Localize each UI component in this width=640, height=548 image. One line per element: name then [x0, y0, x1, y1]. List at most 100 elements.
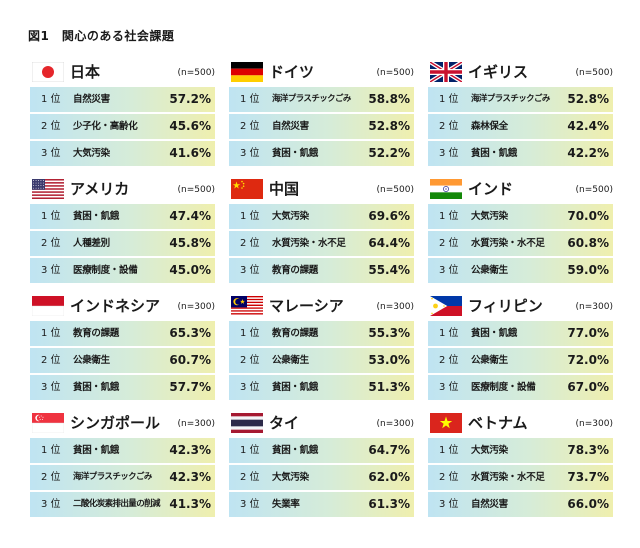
percentage-value: 45.8%	[169, 236, 211, 250]
rank-row: 1 位 貧困・飢餓 47.4%	[30, 204, 215, 229]
percentage-value: 61.3%	[368, 497, 410, 511]
percentage-value: 77.0%	[567, 326, 609, 340]
country-panel: ドイツ (n=500) 1 位 海洋プラスチックごみ 58.8% 2 位 自然災害 52.8%…	[229, 57, 414, 167]
germany-flag-icon	[231, 62, 263, 82]
country-name: フィリピン	[468, 297, 543, 315]
rank-row: 2 位 水質汚染・水不足 64.4%	[229, 231, 414, 256]
country-header: 中国 (n=500)	[229, 174, 414, 204]
country-header: インド (n=500)	[428, 174, 613, 204]
rank-label: 1 位	[41, 211, 61, 222]
issue-label: 教育の課題	[73, 328, 120, 339]
rank-row: 2 位 少子化・高齢化 45.6%	[30, 114, 215, 139]
usa-flag-icon	[32, 179, 64, 199]
issue-label: 自然災害	[272, 121, 309, 132]
issue-label: 自然災害	[471, 499, 508, 510]
percentage-value: 69.6%	[368, 209, 410, 223]
percentage-value: 66.0%	[567, 497, 609, 511]
percentage-value: 67.0%	[567, 380, 609, 394]
rank-label: 1 位	[240, 94, 260, 105]
rank-row: 2 位 森林保全 42.4%	[428, 114, 613, 139]
issue-label: 貧困・飢餓	[272, 148, 319, 159]
rank-row: 1 位 自然災害 57.2%	[30, 87, 215, 112]
singapore-flag-icon	[32, 413, 64, 433]
issue-label: 失業率	[272, 499, 300, 510]
rank-label: 2 位	[240, 472, 260, 483]
sample-size: (n=500)	[376, 185, 414, 195]
issue-label: 水質汚染・水不足	[471, 472, 545, 483]
percentage-value: 42.4%	[567, 119, 609, 133]
issue-label: 海洋プラスチックごみ	[272, 94, 351, 104]
country-header: イギリス (n=500)	[428, 57, 613, 87]
rank-row: 1 位 貧困・飢餓 77.0%	[428, 321, 613, 346]
percentage-value: 42.2%	[567, 146, 609, 160]
country-name: マレーシア	[269, 297, 344, 315]
rank-label: 3 位	[41, 499, 61, 510]
issue-label: 自然災害	[73, 94, 110, 105]
japan-flag-icon	[32, 62, 64, 82]
rank-label: 2 位	[41, 121, 61, 132]
issue-label: 海洋プラスチックごみ	[471, 94, 550, 104]
country-name: 日本	[70, 63, 101, 81]
issue-label: 大気汚染	[73, 148, 110, 159]
rank-row: 3 位 教育の課題 55.4%	[229, 258, 414, 283]
issue-label: 貧困・飢餓	[73, 211, 120, 222]
country-panel: フィリピン (n=300) 1 位 貧困・飢餓 77.0% 2 位 公衆衛生 72.0% 3 位…	[428, 291, 613, 401]
figure-title: 図1 関心のある社会課題	[28, 29, 175, 43]
rank-row: 1 位 教育の課題 55.3%	[229, 321, 414, 346]
rank-label: 2 位	[240, 121, 260, 132]
sample-size: (n=300)	[575, 419, 613, 429]
issue-label: 貧困・飢餓	[272, 382, 319, 393]
country-panel: 中国 (n=500) 1 位 大気汚染 69.6% 2 位 水質汚染・水不足 64.4% 3 位…	[229, 174, 414, 284]
sample-size: (n=500)	[575, 68, 613, 78]
country-name: アメリカ	[70, 180, 130, 198]
percentage-value: 45.0%	[169, 263, 211, 277]
sample-size: (n=300)	[575, 302, 613, 312]
rank-row: 3 位 自然災害 66.0%	[428, 492, 613, 517]
rank-row: 1 位 大気汚染 69.6%	[229, 204, 414, 229]
issue-label: 水質汚染・水不足	[272, 238, 346, 249]
rank-row: 3 位 失業率 61.3%	[229, 492, 414, 517]
rank-label: 3 位	[439, 148, 459, 159]
sample-size: (n=300)	[177, 419, 215, 429]
percentage-value: 55.3%	[368, 326, 410, 340]
issue-label: 水質汚染・水不足	[471, 238, 545, 249]
percentage-value: 57.7%	[169, 380, 211, 394]
percentage-value: 73.7%	[567, 470, 609, 484]
rank-row: 1 位 海洋プラスチックごみ 58.8%	[229, 87, 414, 112]
rank-label: 3 位	[240, 148, 260, 159]
issue-label: 公衆衛生	[272, 355, 309, 366]
country-name: インド	[468, 180, 514, 198]
rank-row: 2 位 水質汚染・水不足 73.7%	[428, 465, 613, 490]
rank-label: 1 位	[41, 445, 61, 456]
issue-label: 貧困・飢餓	[272, 445, 319, 456]
percentage-value: 59.0%	[567, 263, 609, 277]
sample-size: (n=500)	[177, 68, 215, 78]
sample-size: (n=500)	[575, 185, 613, 195]
country-panel: アメリカ (n=500) 1 位 貧困・飢餓 47.4% 2 位 人種差別 45.8% 3 位 医…	[30, 174, 215, 284]
country-name: インドネシア	[70, 297, 161, 315]
country-name: ドイツ	[269, 63, 315, 81]
country-header: シンガポール (n=300)	[30, 408, 215, 438]
sample-size: (n=300)	[376, 302, 414, 312]
percentage-value: 62.0%	[368, 470, 410, 484]
rank-row: 3 位 医療制度・設備 45.0%	[30, 258, 215, 283]
percentage-value: 42.3%	[169, 470, 211, 484]
country-name: タイ	[269, 414, 300, 432]
percentage-value: 64.7%	[368, 443, 410, 457]
rank-label: 2 位	[41, 355, 61, 366]
country-header: 日本 (n=500)	[30, 57, 215, 87]
rank-label: 2 位	[240, 355, 260, 366]
percentage-value: 64.4%	[368, 236, 410, 250]
percentage-value: 42.3%	[169, 443, 211, 457]
rank-row: 3 位 大気汚染 41.6%	[30, 141, 215, 166]
rank-label: 1 位	[41, 328, 61, 339]
country-panel: イギリス (n=500) 1 位 海洋プラスチックごみ 52.8% 2 位 森林保全 42.4…	[428, 57, 613, 167]
issue-label: 人種差別	[73, 238, 110, 249]
rank-label: 3 位	[439, 382, 459, 393]
issue-label: 大気汚染	[272, 211, 309, 222]
percentage-value: 52.2%	[368, 146, 410, 160]
rank-row: 3 位 医療制度・設備 67.0%	[428, 375, 613, 400]
rank-row: 2 位 海洋プラスチックごみ 42.3%	[30, 465, 215, 490]
rank-label: 2 位	[439, 472, 459, 483]
rank-label: 1 位	[439, 94, 459, 105]
